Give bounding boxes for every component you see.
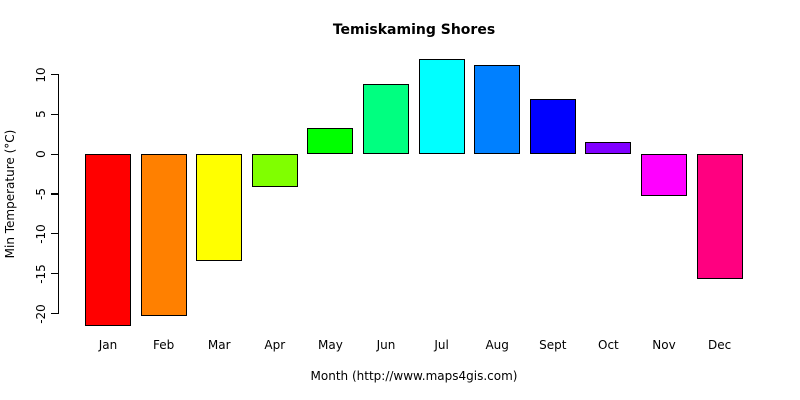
x-axis-title: Month (http://www.maps4gis.com) [310, 369, 518, 383]
x-tick-label-oct: Oct [598, 338, 619, 352]
y-tick-label: -10 [34, 224, 48, 244]
bar-jun [363, 84, 409, 155]
x-tick-label-feb: Feb [152, 338, 175, 352]
y-tick-mark [50, 193, 58, 195]
y-tick-mark [50, 153, 58, 155]
bar-jan [85, 154, 131, 327]
y-tick-label: 0 [34, 150, 48, 158]
y-tick-mark [50, 312, 58, 315]
x-tick-label-jun: Jun [376, 338, 396, 352]
bar-aug [474, 64, 521, 155]
x-tick-label-may: May [317, 338, 343, 352]
x-tick-label-aug: Aug [485, 338, 509, 352]
x-tick-label-mar: Mar [207, 338, 231, 352]
x-tick-label-jan: Jan [98, 338, 118, 352]
x-tick-label-nov: Nov [652, 338, 676, 352]
bar-nov [641, 154, 687, 197]
bar-dec [696, 154, 743, 280]
x-tick-label-apr: Apr [264, 338, 286, 352]
bar-may [307, 127, 354, 155]
bar-oct [585, 142, 632, 155]
y-tick-mark [50, 113, 58, 115]
y-tick-label: -5 [34, 188, 48, 200]
bar-apr [251, 154, 298, 187]
x-tick-label-dec: Dec [707, 338, 732, 352]
x-tick-label-sept: Sept [539, 338, 567, 352]
y-axis-line [57, 74, 59, 314]
y-tick-label: 5 [34, 110, 48, 119]
bar-mar [196, 154, 243, 261]
y-tick-mark [50, 273, 58, 275]
y-tick-label: -15 [34, 263, 48, 284]
y-tick-mark [50, 233, 58, 235]
x-tick-label-jul: Jul [434, 338, 449, 352]
y-tick-label: -20 [34, 303, 48, 324]
chart-title: Temiskaming Shores [332, 22, 496, 38]
bar-jul [418, 58, 465, 155]
bar-sept [529, 99, 576, 155]
y-tick-label: 10 [34, 66, 48, 83]
bar-feb [140, 154, 187, 316]
y-tick-mark [50, 73, 58, 76]
